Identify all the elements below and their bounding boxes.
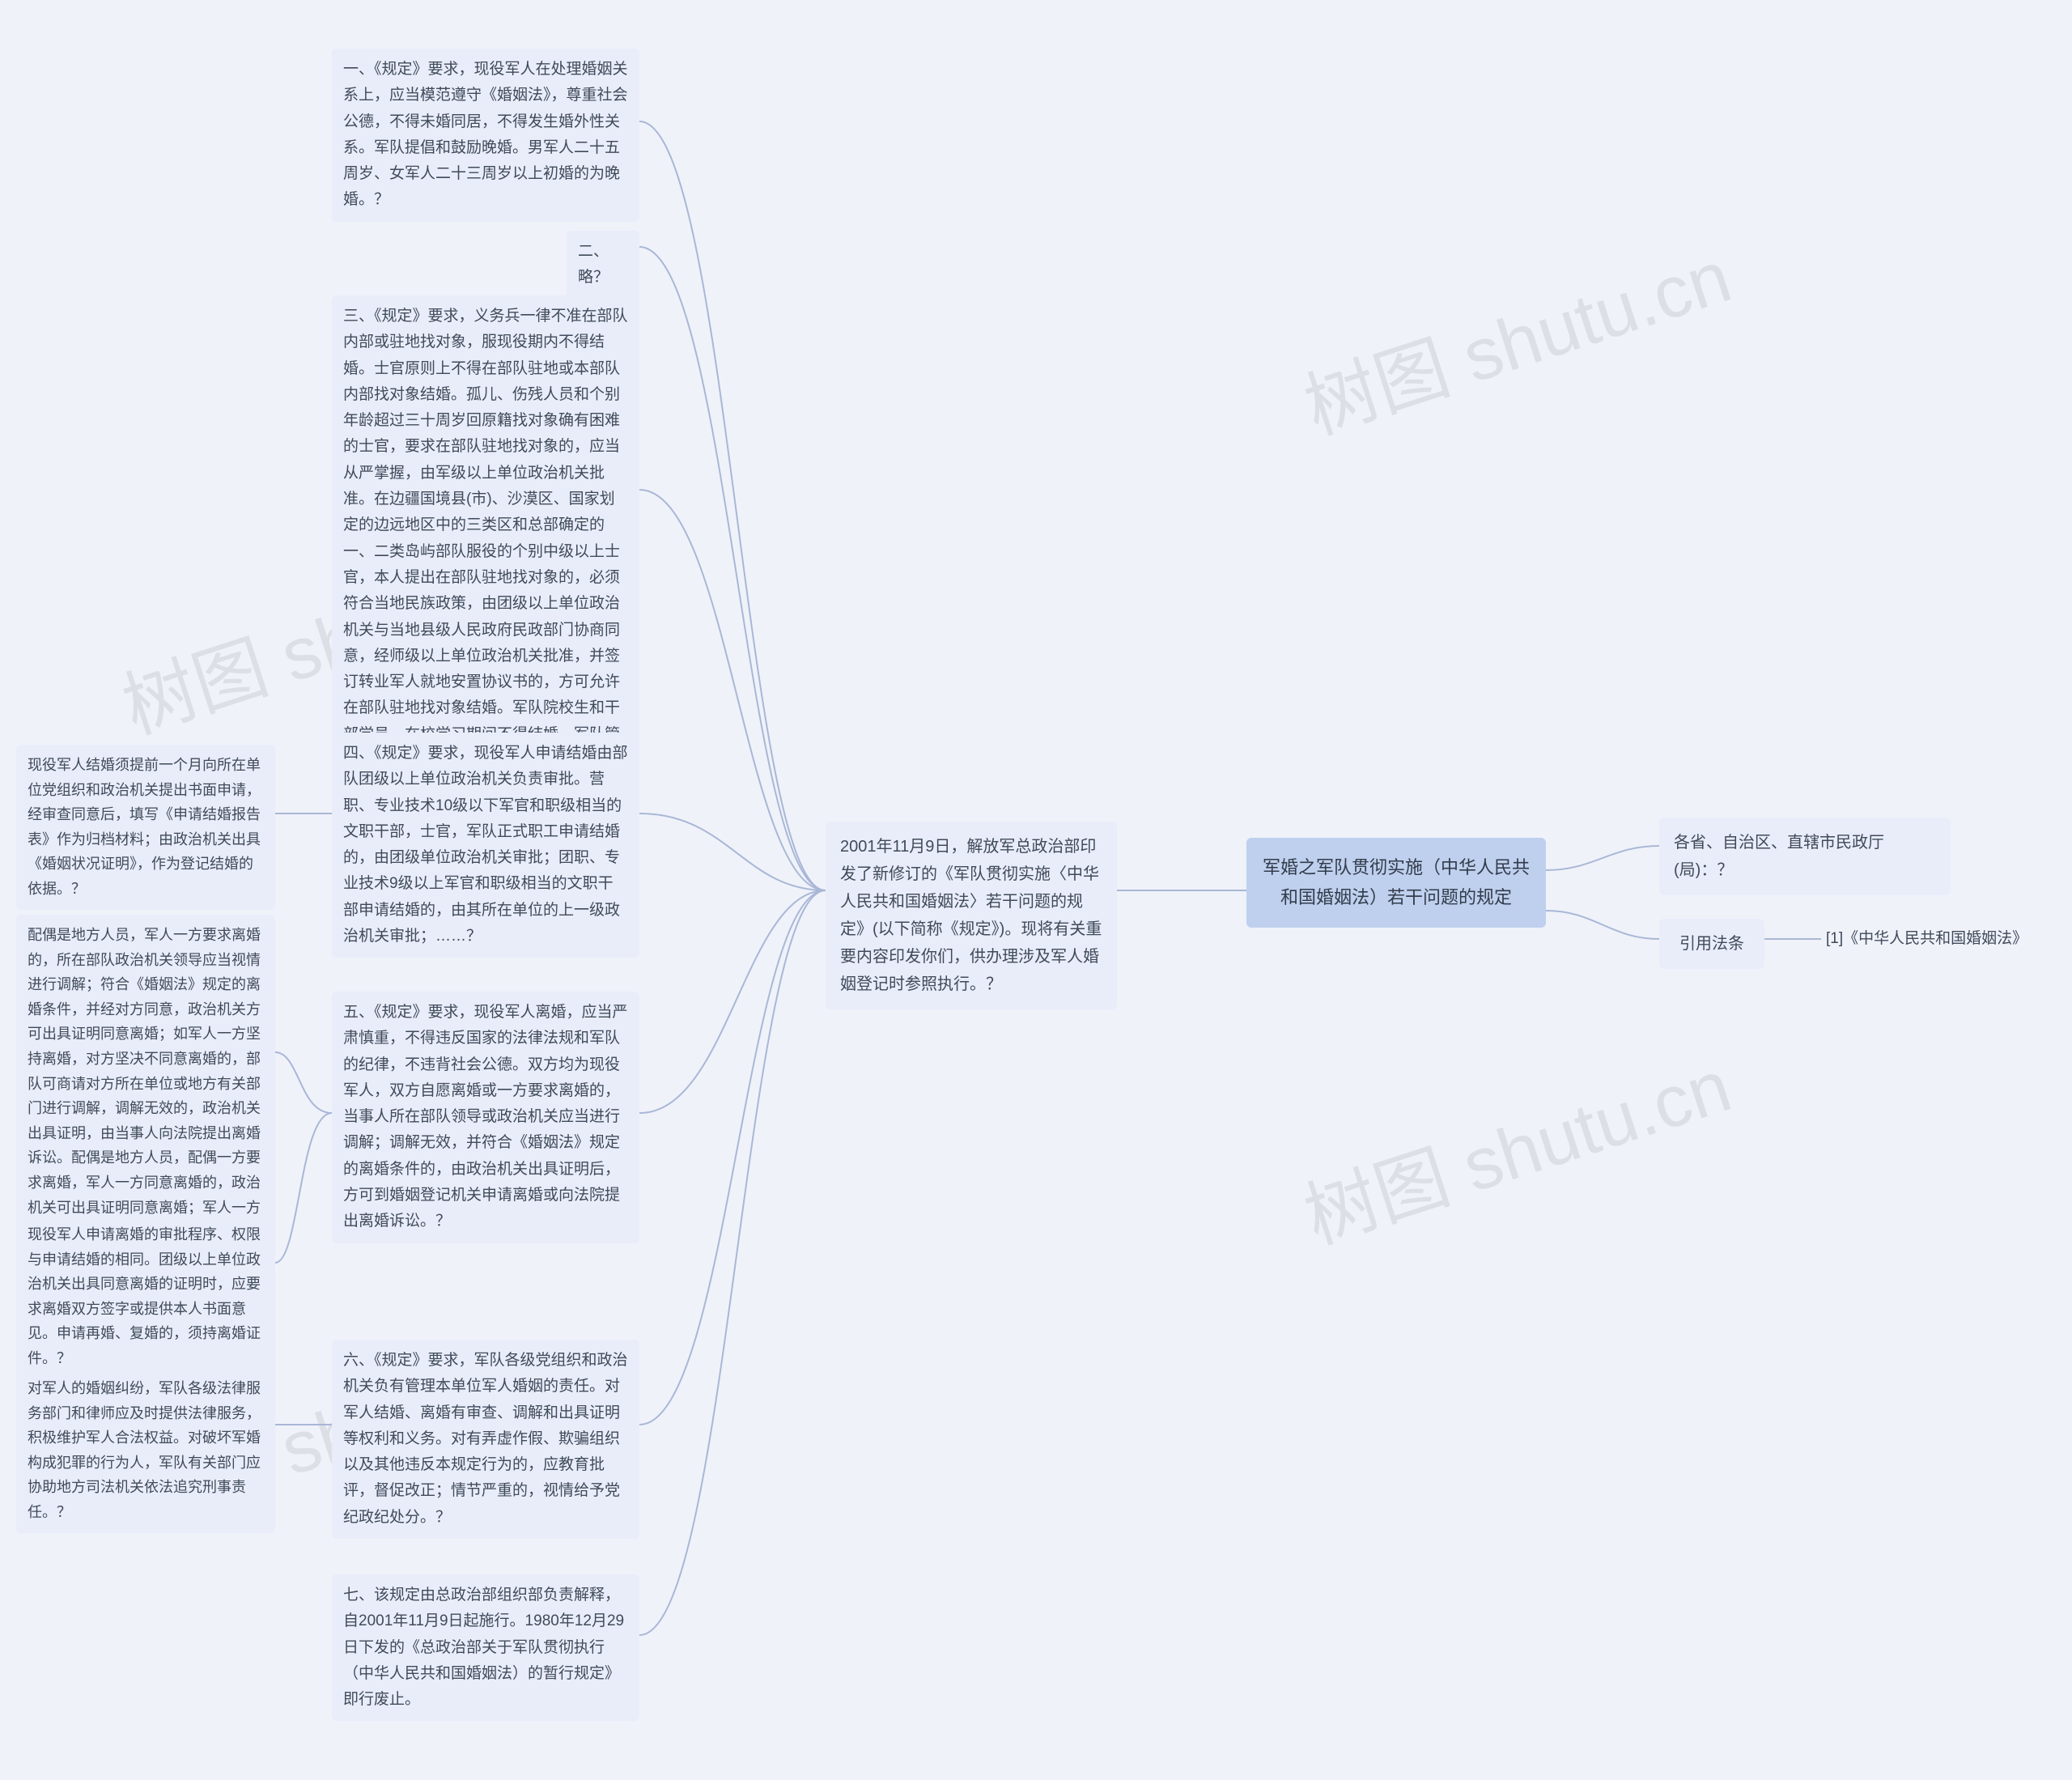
watermark: 树图 shutu.cn	[1289, 218, 1742, 454]
item-7[interactable]: 七、该规定由总政治部组织部负责解释，自2001年11月9日起施行。1980年12…	[332, 1574, 639, 1721]
item-6[interactable]: 六、《规定》要求，军队各级党组织和政治机关负有管理本单位军人婚姻的责任。对军人结…	[332, 1340, 639, 1539]
ref-label-node[interactable]: 引用法条	[1659, 919, 1764, 969]
item-4[interactable]: 四、《规定》要求，现役军人申请结婚由部队团级以上单位政治机关负责审批。营职、专业…	[332, 733, 639, 958]
left-main-node[interactable]: 2001年11月9日，解放军总政治部印发了新修订的《军队贯彻实施〈中华人民共和国…	[826, 822, 1117, 1009]
ref-text-node: [1]《中华人民共和国婚姻法》	[1821, 923, 2064, 955]
root-node[interactable]: 军婚之军队贯彻实施（中华人民共和国婚姻法）若干问题的规定	[1246, 838, 1546, 928]
item-4-child-1[interactable]: 现役军人结婚须提前一个月向所在单位党组织和政治机关提出书面申请，经审查同意后，填…	[16, 745, 275, 910]
item-1[interactable]: 一、《规定》要求，现役军人在处理婚姻关系上，应当模范遵守《婚姻法》，尊重社会公德…	[332, 49, 639, 222]
item-5-child-2[interactable]: 现役军人申请离婚的审批程序、权限与申请结婚的相同。团级以上单位政治机关出具同意离…	[16, 1214, 275, 1379]
item-5[interactable]: 五、《规定》要求，现役军人离婚，应当严肃慎重，不得违反国家的法律法规和军队的纪律…	[332, 992, 639, 1243]
item-6-child-1[interactable]: 对军人的婚姻纠纷，军队各级法律服务部门和律师应及时提供法律服务，积极维护军人合法…	[16, 1368, 275, 1533]
item-2[interactable]: 二、略？	[567, 231, 639, 299]
provinces-node[interactable]: 各省、自治区、直辖市民政厅(局)：？	[1659, 818, 1951, 895]
watermark: 树图 shutu.cn	[1289, 1027, 1742, 1264]
